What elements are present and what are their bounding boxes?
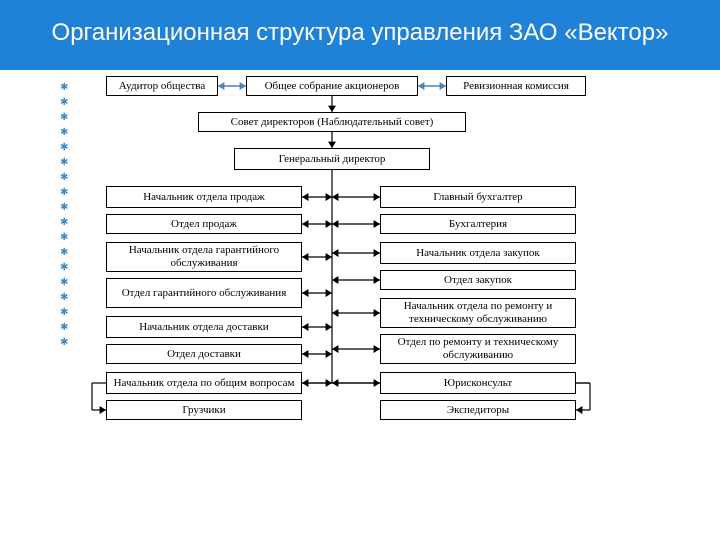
node-warranty_head: Начальник отдела гарантийного обслуживан… [106,242,302,272]
node-sales_head: Начальник отдела продаж [106,186,302,208]
node-board: Совет директоров (Наблюдательный совет) [198,112,466,132]
node-ceo: Генеральный директор [234,148,430,170]
node-repair_head: Начальник отдела по ремонту и техническо… [380,298,576,328]
node-loaders: Грузчики [106,400,302,420]
node-delivery_dept: Отдел доставки [106,344,302,364]
node-forwarders: Экспедиторы [380,400,576,420]
slide-title: Организационная структура управления ЗАО… [0,0,720,70]
node-accounting: Бухгалтерия [380,214,576,234]
node-auditor: Аудитор общества [106,76,218,96]
node-purch_head: Начальник отдела закупок [380,242,576,264]
node-meeting: Общее собрание акционеров [246,76,418,96]
decorative-bullets: ✱✱✱✱✱✱✱✱✱✱✱✱✱✱✱✱✱✱ [60,76,66,355]
node-delivery_head: Начальник отдела доставки [106,316,302,338]
node-purch_dept: Отдел закупок [380,270,576,290]
diagram-stage: ✱✱✱✱✱✱✱✱✱✱✱✱✱✱✱✱✱✱ Аудитор общества Общее… [0,70,720,500]
node-warranty_dept: Отдел гарантийного обслуживания [106,278,302,308]
node-chief_acc: Главный бухгалтер [380,186,576,208]
node-revision: Ревизионная комиссия [446,76,586,96]
node-repair_dept: Отдел по ремонту и техническому обслужив… [380,334,576,364]
node-general_head: Начальник отдела по общим вопросам [106,372,302,394]
node-lawyer: Юрисконсульт [380,372,576,394]
node-sales_dept: Отдел продаж [106,214,302,234]
